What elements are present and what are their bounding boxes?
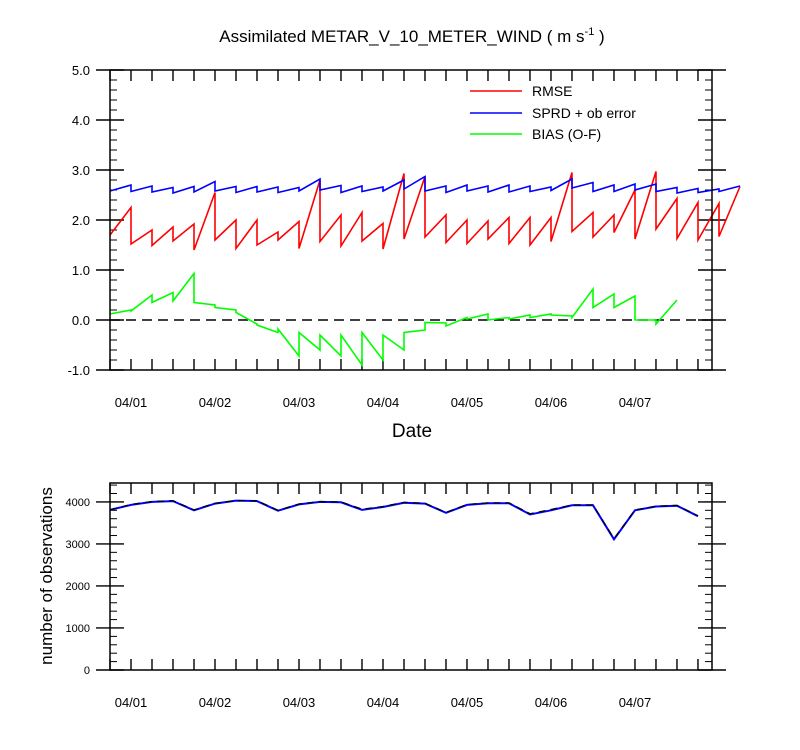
x-tick-label: 04/01 (115, 395, 148, 410)
bottom-y-axis-title: number of observations (37, 487, 56, 665)
chart-title-main: Assimilated METAR_V_10_METER_WIND ( m s (219, 27, 584, 46)
y-tick-label: 1000 (66, 623, 90, 635)
bottom-series-group (109, 499, 699, 542)
x-tick-label: 04/02 (199, 695, 232, 710)
top-axis-labels: -1.0 0.0 1.0 2.0 3.0 4.0 5.0 04/01 04/02 04/03 04/… (68, 63, 652, 410)
x-tick-label: 04/03 (283, 695, 316, 710)
y-tick-label: 4.0 (72, 113, 90, 128)
bottom-plot-frame (109, 482, 713, 671)
x-tick-label: 04/03 (283, 395, 316, 410)
x-tick-label: 04/06 (535, 395, 568, 410)
x-tick-label: 04/02 (199, 395, 232, 410)
rmse-series-line (109, 171, 741, 251)
chart-title-close: ) (594, 27, 604, 46)
x-tick-label: 04/07 (619, 395, 652, 410)
y-tick-label: 2.0 (72, 213, 90, 228)
obs-count-series-line (109, 499, 699, 542)
x-tick-label: 04/06 (535, 695, 568, 710)
bottom-axis-ticks (96, 483, 726, 671)
y-tick-label: 0 (84, 665, 90, 677)
chart-title-superscript: -1 (585, 26, 595, 38)
x-tick-label: 04/05 (451, 695, 484, 710)
legend-label-sprd: SPRD + ob error (532, 105, 636, 121)
y-tick-label: 1.0 (72, 263, 90, 278)
bottom-axis-labels: 0 1000 2000 3000 4000 04/01 04/02 04/03 04/04 04/… (66, 497, 652, 710)
chart-title: Assimilated METAR_V_10_METER_WIND ( m s-… (219, 26, 604, 46)
y-tick-label: 5.0 (72, 63, 90, 78)
y-tick-label: 3000 (66, 539, 90, 551)
y-tick-label: 2000 (66, 581, 90, 593)
y-tick-label: -1.0 (68, 363, 90, 378)
legend-label-rmse: RMSE (532, 83, 572, 99)
legend-label-bias: BIAS (O-F) (532, 126, 601, 142)
legend: RMSE SPRD + ob error BIAS (O-F) (470, 83, 636, 142)
bias-series-line (109, 271, 678, 368)
y-tick-label: 0.0 (72, 313, 90, 328)
y-tick-label: 4000 (66, 497, 90, 509)
x-tick-label: 04/04 (367, 695, 400, 710)
x-tick-label: 04/04 (367, 395, 400, 410)
top-plot-frame (109, 69, 713, 371)
obs-count-dashed-line (109, 499, 699, 540)
y-tick-label: 3.0 (72, 163, 90, 178)
top-series-group (109, 171, 741, 368)
x-tick-label: 04/05 (451, 395, 484, 410)
x-axis-title: Date (392, 421, 432, 442)
x-tick-label: 04/01 (115, 695, 148, 710)
x-tick-label: 04/07 (619, 695, 652, 710)
sprd-series-line (109, 175, 741, 195)
